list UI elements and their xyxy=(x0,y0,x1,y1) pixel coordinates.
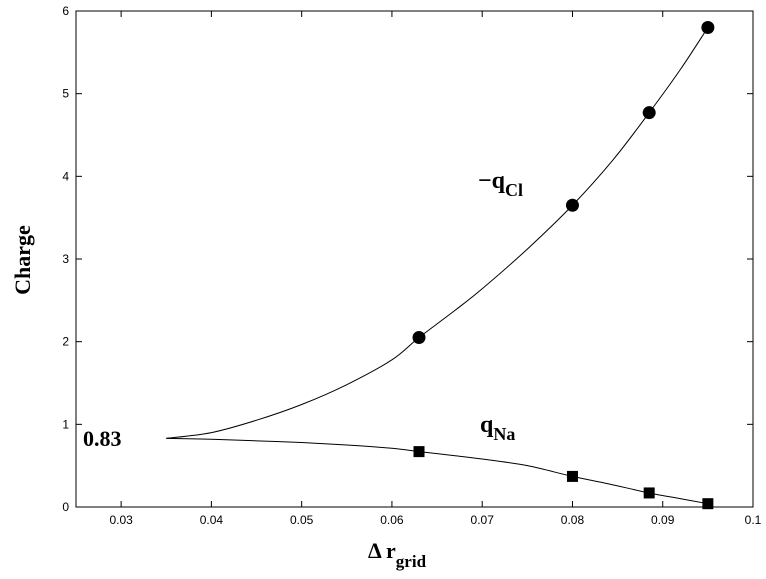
data-point-circle xyxy=(642,106,656,120)
intercept-annotation: 0.83 xyxy=(83,426,122,451)
plot-frame xyxy=(75,10,754,508)
data-markers xyxy=(412,21,715,510)
fit-curve-series-0 xyxy=(166,27,709,439)
data-point-circle xyxy=(565,198,579,212)
data-point-square xyxy=(702,498,714,510)
x-tick-label: 0.03 xyxy=(109,513,133,527)
data-point-square xyxy=(413,446,425,458)
x-axis-title: Δ rgrid xyxy=(368,538,427,571)
y-tick-label: 5 xyxy=(62,87,69,101)
x-tick-label: 0.06 xyxy=(380,513,404,527)
x-tick-label: 0.09 xyxy=(651,513,675,527)
x-tick-label: 0.1 xyxy=(745,513,762,527)
series-label-na: qNa xyxy=(480,412,515,444)
y-tick-label: 2 xyxy=(62,335,69,349)
data-point-circle xyxy=(412,331,426,345)
x-tick-label: 0.04 xyxy=(200,513,224,527)
y-tick-label: 1 xyxy=(62,417,69,431)
y-tick-label: 4 xyxy=(62,169,69,183)
y-axis-ticks: 0 1 2 3 4 5 6 xyxy=(62,4,753,514)
x-tick-label: 0.08 xyxy=(561,513,585,527)
series-label-cl: −qCl xyxy=(478,168,523,200)
data-point-square xyxy=(643,487,655,499)
y-axis-title: Charge xyxy=(10,225,35,295)
y-tick-label: 6 xyxy=(62,4,69,18)
fit-curve-series-1 xyxy=(166,437,708,505)
x-tick-label: 0.05 xyxy=(290,513,314,527)
data-point-circle xyxy=(701,21,715,35)
x-axis-ticks: 0.03 0.04 0.05 0.06 0.07 0.08 0.09 0.1 xyxy=(109,11,762,527)
x-tick-label: 0.07 xyxy=(471,513,495,527)
y-tick-label: 3 xyxy=(62,252,69,266)
fit-curves xyxy=(166,27,709,505)
y-tick-label: 0 xyxy=(62,500,69,514)
data-point-square xyxy=(566,470,578,482)
